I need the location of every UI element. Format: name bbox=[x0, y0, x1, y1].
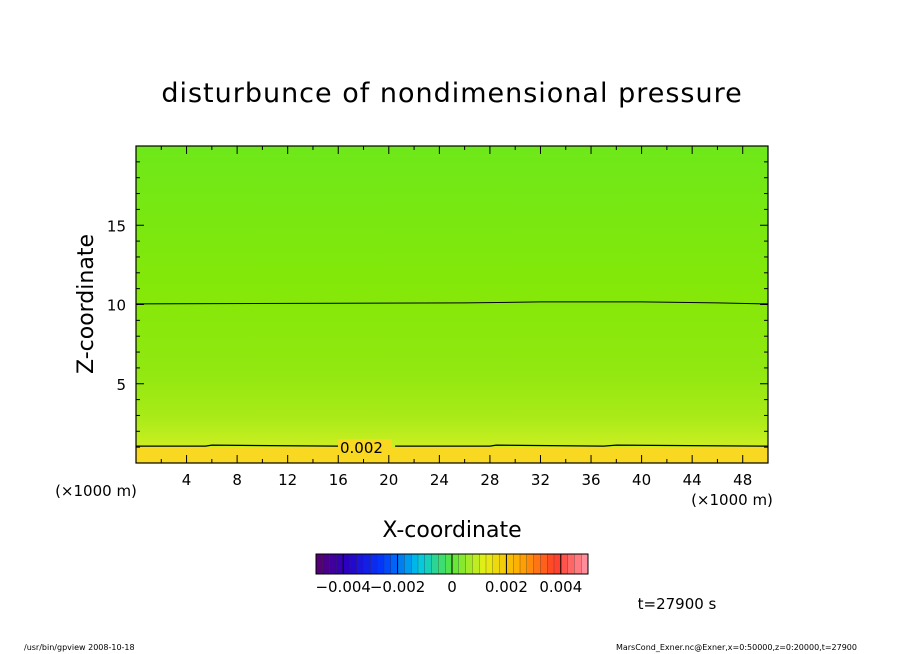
colorbar-cell bbox=[492, 553, 501, 575]
colorbar-cell bbox=[390, 553, 399, 575]
colorbar-tick-label: −0.004 bbox=[315, 578, 371, 596]
x-tick-label: 24 bbox=[430, 471, 449, 489]
colorbar-cell bbox=[315, 553, 324, 575]
contour-line-zero bbox=[135, 301, 769, 305]
colorbar-cell bbox=[322, 553, 331, 575]
y-tick-label: 10 bbox=[107, 297, 126, 315]
footer-left: /usr/bin/gpview 2008-10-18 bbox=[24, 643, 135, 652]
x-tick-label: 44 bbox=[683, 471, 702, 489]
x-axis-label: X-coordinate bbox=[382, 518, 521, 543]
colorbar-cell bbox=[574, 553, 582, 575]
colorbar-cell bbox=[499, 553, 507, 575]
colorbar-cell bbox=[383, 553, 392, 575]
colorbar-cell bbox=[458, 553, 467, 575]
colorbar-cell bbox=[411, 553, 419, 575]
colorbar-cell bbox=[513, 553, 521, 575]
x-tick-label: 36 bbox=[581, 471, 600, 489]
colorbar-cell bbox=[540, 553, 548, 575]
x-tick-label: 8 bbox=[232, 471, 242, 489]
colorbar-cell bbox=[567, 553, 575, 575]
colorbar-cell bbox=[560, 553, 569, 575]
colorbar-cell bbox=[424, 553, 433, 575]
contour-label: 0.002 bbox=[340, 439, 383, 457]
colorbar-cell bbox=[343, 553, 351, 575]
colorbar-cell bbox=[445, 553, 453, 575]
chart-title: disturbunce of nondimensional pressure bbox=[161, 78, 742, 109]
colorbar-cell bbox=[336, 553, 344, 575]
x-tick-label: 28 bbox=[480, 471, 499, 489]
y-axis-ticks: 5 10 15 bbox=[107, 161, 768, 448]
x-tick-label: 48 bbox=[733, 471, 752, 489]
colorbar-cell bbox=[397, 553, 405, 575]
time-label: t=27900 s bbox=[638, 595, 717, 613]
colorbar-cell bbox=[356, 553, 365, 575]
colorbar-cell bbox=[431, 553, 439, 575]
x-axis-unit: (×1000 m) bbox=[691, 491, 773, 509]
y-axis-unit: (×1000 m) bbox=[55, 482, 137, 500]
x-tick-label: 16 bbox=[329, 471, 348, 489]
x-tick-label: 4 bbox=[182, 471, 192, 489]
colorbar-cell bbox=[329, 553, 337, 575]
colorbar-cell bbox=[349, 553, 358, 575]
colorbar-cell bbox=[451, 553, 460, 575]
colorbar-cell bbox=[553, 553, 562, 575]
colorbar-cell bbox=[581, 553, 589, 575]
colorbar-cell bbox=[363, 553, 371, 575]
colorbar-tick-label: −0.002 bbox=[370, 578, 426, 596]
colorbar-cell bbox=[417, 553, 426, 575]
colorbar-cell bbox=[465, 553, 473, 575]
y-tick-label: 15 bbox=[107, 217, 126, 235]
colorbar-cell bbox=[370, 553, 378, 575]
colorbar-tick-label: 0 bbox=[447, 578, 457, 596]
colorbar-tick-label: 0.002 bbox=[485, 578, 528, 596]
near-surface-band bbox=[136, 448, 768, 463]
colorbar-cell bbox=[519, 553, 528, 575]
x-tick-label: 20 bbox=[379, 471, 398, 489]
y-axis-label: Z-coordinate bbox=[74, 234, 99, 374]
colorbar-cell bbox=[526, 553, 535, 575]
x-tick-label: 32 bbox=[531, 471, 550, 489]
colorbar-cell bbox=[547, 553, 555, 575]
y-tick-label: 5 bbox=[116, 376, 126, 394]
contour-line-0002 bbox=[136, 444, 769, 447]
colorbar-ticks: −0.004−0.002 0 0.002 0.004 bbox=[315, 554, 582, 596]
footer-right: MarsCond_Exner.nc@Exner,x=0:50000,z=0:20… bbox=[616, 643, 857, 652]
colorbar-cell bbox=[479, 553, 487, 575]
contour-label-background bbox=[338, 439, 392, 455]
x-tick-label: 12 bbox=[278, 471, 297, 489]
pressure-field bbox=[136, 146, 768, 463]
x-tick-label: 40 bbox=[632, 471, 651, 489]
colorbar-cell bbox=[506, 553, 514, 575]
x-axis-ticks: 4 8 12 16 20 24 28 32 36 40 44 48 bbox=[160, 146, 752, 489]
colorbar-cell bbox=[438, 553, 446, 575]
colorbar-tick-label: 0.004 bbox=[539, 578, 582, 596]
colorbar-cell bbox=[472, 553, 480, 575]
colorbar-cell bbox=[485, 553, 494, 575]
colorbar-cell bbox=[404, 553, 412, 575]
colorbar-cell bbox=[533, 553, 541, 575]
colorbar-cell bbox=[377, 553, 385, 575]
